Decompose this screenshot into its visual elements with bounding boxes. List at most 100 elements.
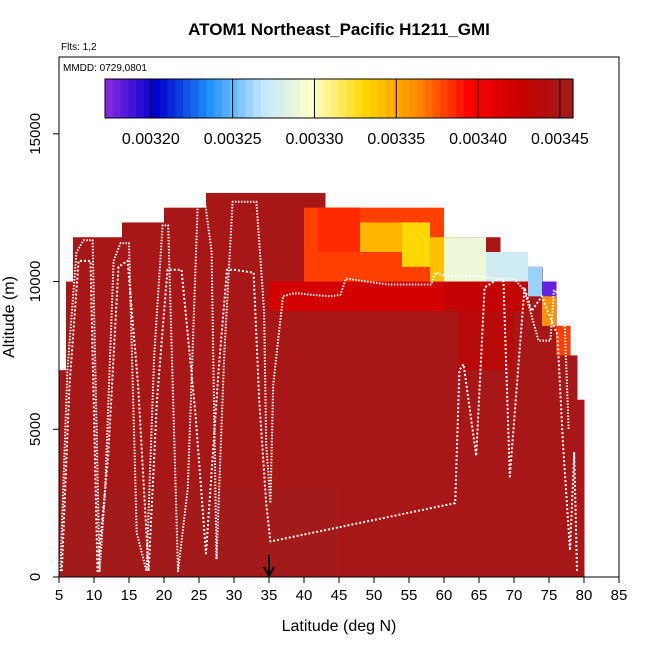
x-tick-label: 70 [506, 587, 523, 604]
y-axis-title: Altitude (m) [1, 276, 18, 358]
colorbar-segment [214, 79, 223, 118]
heatmap-cell [486, 252, 528, 282]
heatmap-cell [444, 237, 486, 282]
colorbar-segment [378, 79, 387, 118]
heatmap-cells [59, 207, 570, 577]
colorbar-segment [424, 79, 434, 118]
colorbar-segment [136, 79, 145, 118]
colorbar-segment [323, 79, 332, 118]
colorbar-segment [417, 79, 426, 118]
flights-note: Flts: 1,2 [61, 42, 97, 53]
x-tick-label: 20 [156, 587, 173, 604]
colorbar-segment [167, 79, 176, 118]
colorbar-segment [112, 79, 122, 118]
colorbar-segment [120, 79, 129, 118]
y-tick-label: 0 [27, 573, 44, 581]
heatmap-column [577, 399, 585, 577]
x-tick-label: 45 [331, 587, 348, 604]
colorbar-frame [104, 78, 574, 119]
heatmap-column [59, 370, 67, 577]
x-axis: 5 10 15 20 25 30 35 40 45 50 55 60 65 70 75 80 85 [55, 577, 628, 604]
heatmap-cell [269, 281, 444, 312]
heatmap-column [542, 281, 557, 577]
colorbar-segment [479, 79, 488, 118]
colorbar-segment [253, 79, 262, 118]
colorbar-segment [463, 79, 473, 118]
colorbar-segment [128, 79, 137, 118]
colorbar-segment [502, 79, 512, 118]
x-tick-label: 25 [191, 587, 208, 604]
colorbar-segment [409, 79, 418, 118]
colorbar-segment [245, 79, 254, 118]
colorbar-segment [432, 79, 441, 118]
colorbar-segment [370, 79, 379, 118]
colorbar-segment [518, 79, 527, 118]
colorbar-segment [198, 79, 207, 118]
heatmap-cell [556, 325, 570, 356]
colorbar-tick-label: 0.00330 [286, 131, 344, 148]
colorbar-segment [495, 79, 504, 118]
colorbar-segment [237, 79, 246, 118]
y-tick-label: 10000 [27, 261, 44, 303]
colorbar-segment [557, 79, 566, 118]
colorbar-tick-label: 0.00325 [204, 131, 262, 148]
y-axis: 0 5000 10000 15000 [27, 113, 59, 581]
x-tick-label: 85 [611, 587, 628, 604]
x-tick-label: 40 [296, 587, 313, 604]
heatmap-cell [360, 222, 402, 252]
heatmap-cell [318, 207, 360, 252]
colorbar-segment [190, 79, 200, 118]
flight-tracks [59, 197, 578, 573]
chart-title: ATOM1 Northeast_Pacific H1211_GMI [188, 20, 490, 39]
heatmap-cell [528, 266, 542, 297]
colorbar-segment [549, 79, 558, 118]
colorbar-segment [440, 79, 449, 118]
plot-area [59, 192, 585, 578]
y-tick-label: 5000 [27, 413, 44, 446]
colorbar-segment [541, 79, 551, 118]
colorbar-segment [284, 79, 293, 118]
colorbar-segment [456, 79, 465, 118]
colorbar-segment [487, 79, 496, 118]
colorbar-segment [222, 79, 231, 118]
colorbar: 0.00320 0.00325 0.00330 0.00335 0.00340 0.003… [104, 78, 589, 148]
x-tick-label: 65 [471, 587, 488, 604]
x-tick-label: 50 [366, 587, 383, 604]
colorbar-segment [229, 79, 239, 118]
x-tick-label: 10 [86, 587, 103, 604]
colorbar-segment [206, 79, 215, 118]
colorbar-segment [401, 79, 410, 118]
colorbar-tick-label: 0.00345 [531, 131, 589, 148]
heatmap-column [66, 281, 74, 577]
colorbar-segment [526, 79, 535, 118]
colorbar-segment [105, 79, 114, 118]
heatmap-cell [402, 222, 430, 267]
flight-track-2 [60, 259, 578, 573]
colorbar-segment [510, 79, 519, 118]
colorbar-segment [339, 79, 348, 118]
x-tick-label: 75 [541, 587, 558, 604]
heatmap-column [521, 266, 543, 577]
colorbar-segment [393, 79, 402, 118]
colorbar-tick-label: 0.00320 [122, 131, 180, 148]
heatmap-cell [542, 281, 556, 297]
colorbar-segment [261, 79, 270, 118]
colorbar-segment [159, 79, 168, 118]
colorbar-segment [144, 79, 153, 118]
colorbar-segment [268, 79, 278, 118]
colorbar-tick-label: 0.00340 [449, 131, 507, 148]
colorbar-segment [362, 79, 371, 118]
colorbar-segment [276, 79, 285, 118]
x-tick-label: 80 [576, 587, 593, 604]
x-tick-label: 55 [401, 587, 418, 604]
x-tick-label: 60 [436, 587, 453, 604]
x-tick-label: 35 [261, 587, 278, 604]
colorbar-segment [331, 79, 340, 118]
colorbar-segment [354, 79, 363, 118]
colorbar-segment [565, 79, 574, 118]
colorbar-segment [183, 79, 192, 118]
colorbar-segment [292, 79, 301, 118]
heatmap-cell [59, 488, 339, 577]
